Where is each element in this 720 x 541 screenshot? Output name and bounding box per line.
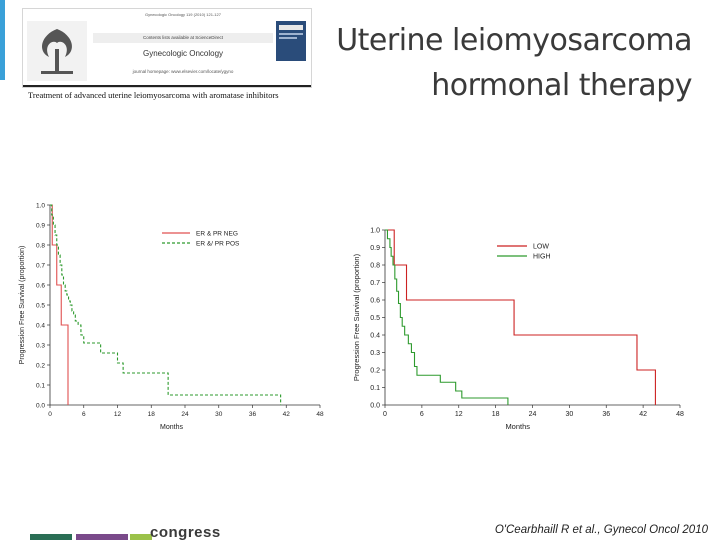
chart-0-y-tick-label: 0.7 xyxy=(36,262,45,269)
km-chart-receptor-status: 0.0 0.1 0.2 0.3 0.4 0.5 0.6 0.7 0.8 0.9 1.0 0 6 12 18 2… xyxy=(19,202,324,431)
journal-name: Gynecologic Oncology xyxy=(142,49,224,58)
chart-1-legend-label-0: LOW xyxy=(533,243,549,250)
chart-1-x-axis-label: Months xyxy=(505,422,530,431)
chart-0-x-tick-label: 6 xyxy=(82,411,86,418)
chart-1-y-axis-label: Progression Free Survival (proportion) xyxy=(352,253,361,381)
chart-0-y-tick-label: 0.4 xyxy=(36,322,45,329)
chart-0-y-tick-label: 0.1 xyxy=(36,382,45,389)
slide-title-line-1: Uterine leiomyosarcoma xyxy=(336,23,692,58)
left-accent-bar xyxy=(0,0,5,80)
chart-0-y-tick-label: 1.0 xyxy=(36,202,45,209)
chart-0-x-tick-label: 30 xyxy=(215,411,223,418)
chart-0-y-tick-label: 0.8 xyxy=(36,242,45,249)
journal-reference: Gynecologic Oncology 119 (2010) 121-127 xyxy=(145,12,221,17)
chart-0-series-1-line xyxy=(50,204,282,405)
chart-1-x-tick-label: 0 xyxy=(383,411,387,418)
chart-0-x-tick-label: 36 xyxy=(249,411,257,418)
chart-1-y-tick-label: 0.6 xyxy=(370,297,380,304)
chart-0-x-tick-label: 0 xyxy=(48,411,52,418)
journal-contents-line: Contents lists available at ScienceDirec… xyxy=(93,33,273,43)
chart-0-legend-label-0: ER & PR NEG xyxy=(196,230,238,237)
chart-0-y-tick-label: 0.9 xyxy=(36,222,45,229)
chart-1-x-tick-label: 42 xyxy=(639,411,647,418)
chart-1-y-tick-label: 0.9 xyxy=(370,245,380,252)
chart-0-x-tick-label: 42 xyxy=(283,411,291,418)
journal-header: Gynecologic Oncology 119 (2010) 121-127 … xyxy=(22,8,312,88)
chart-1-x-tick-label: 12 xyxy=(455,411,463,418)
footer-bar-lime xyxy=(130,534,152,540)
chart-1-y-tick-label: 0.7 xyxy=(370,280,380,287)
chart-1-x-tick-label: 6 xyxy=(420,411,424,418)
slide-title: Uterine leiomyosarcoma hormonal therapy xyxy=(336,18,692,108)
chart-1-y-tick-label: 1.0 xyxy=(370,227,380,234)
chart-0-x-tick-label: 48 xyxy=(316,411,324,418)
chart-1-y-tick-label: 0.4 xyxy=(370,332,380,339)
chart-1-x-tick-label: 18 xyxy=(492,411,500,418)
chart-0-y-tick-label: 0.0 xyxy=(36,402,45,409)
chart-1-y-tick-label: 0.5 xyxy=(370,315,380,322)
chart-0-legend-label-1: ER &/ PR POS xyxy=(196,240,240,247)
chart-1-series-1-line xyxy=(385,229,509,405)
publisher-tree-logo xyxy=(27,21,87,81)
chart-0-y-tick-label: 0.2 xyxy=(36,362,45,369)
chart-0-x-tick-label: 18 xyxy=(148,411,156,418)
journal-header-rule xyxy=(23,85,311,87)
chart-1-y-tick-label: 0.2 xyxy=(370,367,380,374)
journal-cover-thumbnail xyxy=(276,21,306,61)
chart-0-y-axis-label: Progression Free Survival (proportion) xyxy=(19,246,26,365)
chart-1-y-tick-label: 0.8 xyxy=(370,262,380,269)
chart-1-x-tick-label: 36 xyxy=(602,411,610,418)
chart-1-x-tick-label: 30 xyxy=(565,411,573,418)
citation: O'Cearbhaill R et al., Gynecol Oncol 201… xyxy=(494,524,708,536)
chart-0-series-0-line xyxy=(50,204,69,405)
footer-bar-purple xyxy=(76,534,128,540)
chart-1-series-0-line xyxy=(385,229,656,405)
chart-0-x-tick-label: 12 xyxy=(114,411,122,418)
slide-title-line-2: hormonal therapy xyxy=(431,68,692,103)
km-chart-expression-level: 0.0 0.1 0.2 0.3 0.4 0.5 0.6 0.7 0.8 0.9 1.0 0 6 12 18 2… xyxy=(352,227,684,431)
chart-1-legend-label-1: HIGH xyxy=(533,253,551,260)
chart-1-y-tick-label: 0.1 xyxy=(370,385,380,392)
chart-1-x-tick-label: 48 xyxy=(676,411,684,418)
chart-1-y-tick-label: 0.0 xyxy=(370,402,380,409)
chart-0-y-tick-label: 0.5 xyxy=(36,302,45,309)
footer-bar-green xyxy=(30,534,72,540)
chart-0-x-tick-label: 24 xyxy=(181,411,189,418)
article-title: Treatment of advanced uterine leiomyosar… xyxy=(28,90,279,100)
footer-congress-brand: congress xyxy=(150,524,221,541)
chart-1-x-tick-label: 24 xyxy=(529,411,537,418)
chart-0-y-tick-label: 0.6 xyxy=(36,282,45,289)
chart-0-x-axis-label: Months xyxy=(160,424,183,431)
chart-1-y-tick-label: 0.3 xyxy=(370,350,380,357)
chart-0-y-tick-label: 0.3 xyxy=(36,342,45,349)
journal-homepage: journal homepage: www.elsevier.com/locat… xyxy=(132,69,234,74)
